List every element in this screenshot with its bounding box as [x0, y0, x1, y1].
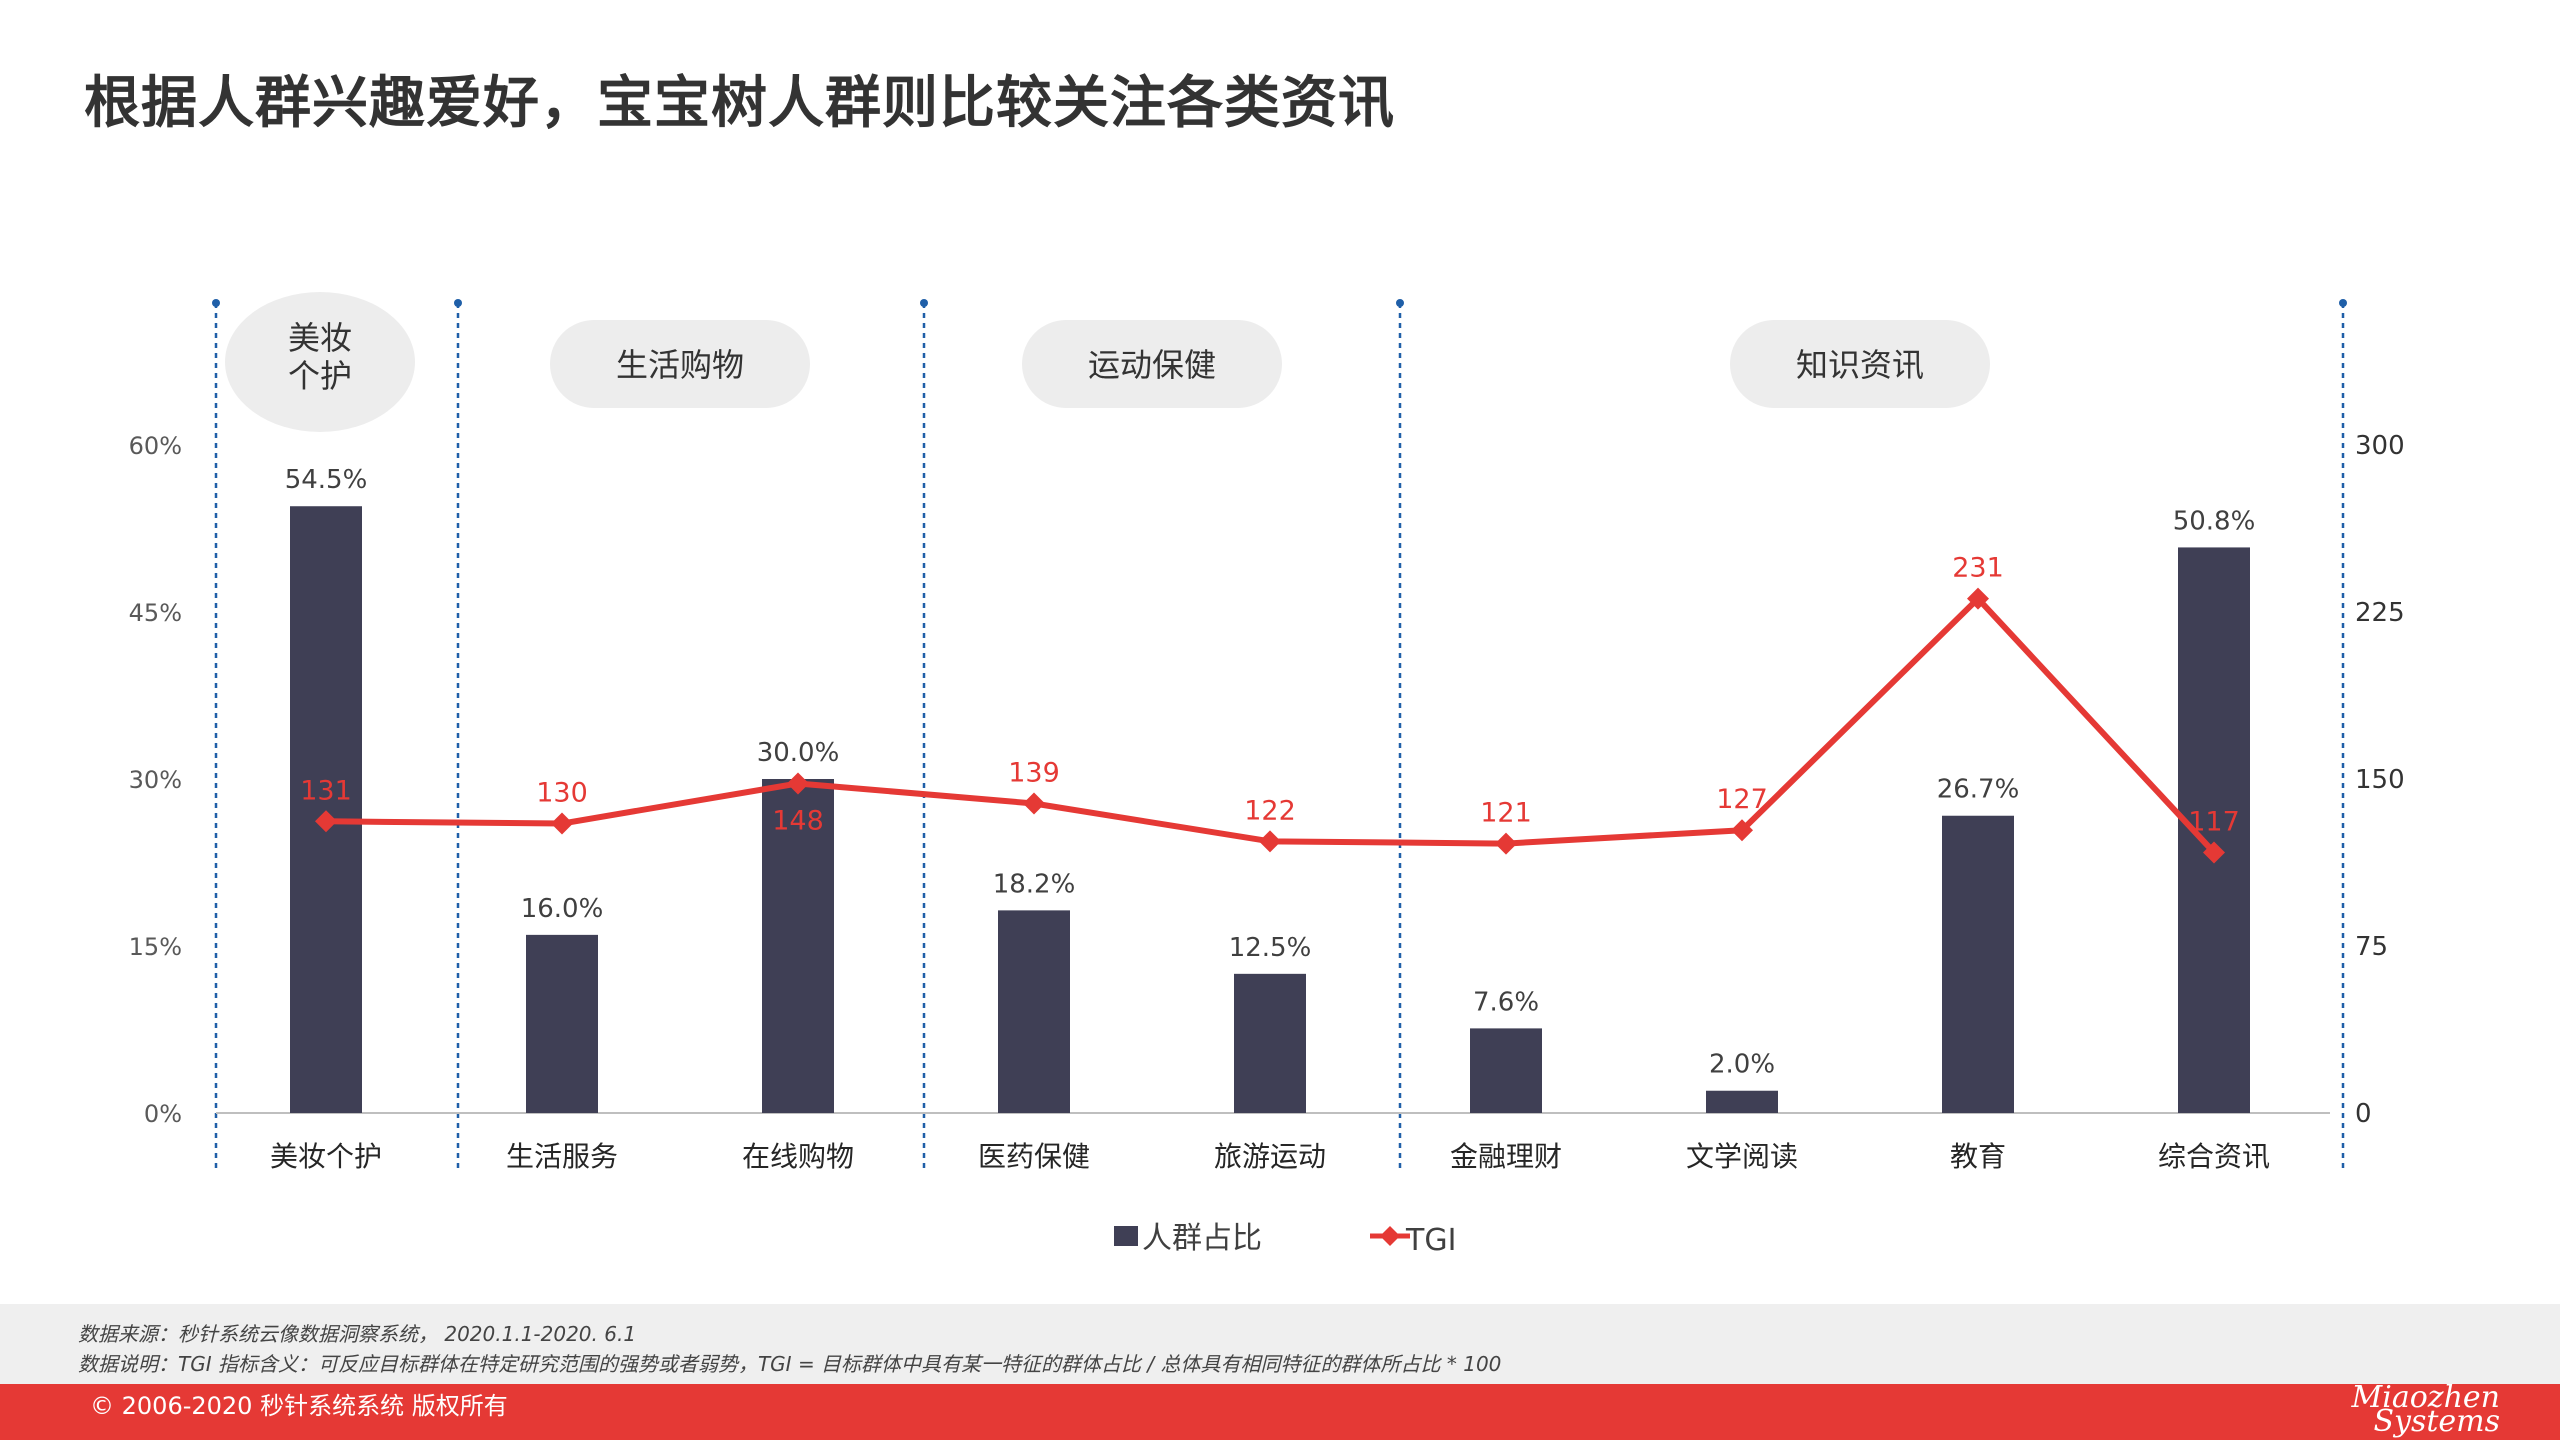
tgi-point	[551, 812, 573, 835]
legend-line-marker	[1380, 1226, 1400, 1246]
y-right-tick-label: 225	[2355, 598, 2405, 628]
data-source-text: 数据来源：秒针系统云像数据洞察系统， 2020.1.1-2020. 6.1	[78, 1322, 637, 1346]
group-label: 美妆	[288, 319, 352, 357]
y-left-tick-label: 30%	[129, 766, 182, 794]
y-right-tick-label: 150	[2355, 765, 2405, 795]
footer-bar	[0, 1384, 2560, 1440]
x-tick-label: 生活服务	[506, 1140, 618, 1173]
copyright-text: © 2006-2020 秒针系统系统 版权所有	[90, 1392, 508, 1420]
bar	[290, 506, 362, 1113]
bar	[526, 934, 598, 1113]
group-label: 知识资讯	[1796, 346, 1924, 384]
bar	[1942, 815, 2014, 1113]
tgi-data-label: 130	[536, 778, 588, 809]
bar	[762, 779, 834, 1113]
x-tick-label: 美妆个护	[270, 1140, 382, 1173]
bar	[998, 910, 1070, 1113]
x-tick-label: 旅游运动	[1214, 1140, 1326, 1173]
bar	[1234, 973, 1306, 1113]
y-left-tick-label: 45%	[129, 599, 182, 627]
tgi-point	[1023, 792, 1045, 815]
group-pill	[1022, 320, 1282, 408]
tgi-data-label: 127	[1716, 784, 1768, 815]
legend-bar-swatch	[1114, 1226, 1138, 1246]
brand-line-2: Systems	[2373, 1404, 2500, 1439]
group-pill	[550, 320, 810, 408]
group-divider-dot	[212, 299, 220, 307]
y-left-tick-label: 60%	[129, 432, 182, 460]
bar-data-label: 2.0%	[1709, 1050, 1775, 1080]
bar-data-label: 7.6%	[1473, 987, 1539, 1017]
x-tick-label: 综合资讯	[2158, 1140, 2270, 1173]
x-tick-label: 医药保健	[978, 1140, 1090, 1173]
y-left-tick-label: 15%	[129, 933, 182, 961]
legend-line-label: TGI	[1405, 1223, 1456, 1258]
group-divider-dot	[920, 299, 928, 307]
tgi-point	[2203, 841, 2225, 864]
x-tick-label: 在线购物	[742, 1140, 854, 1173]
tgi-point	[787, 772, 809, 795]
tgi-data-label: 231	[1952, 553, 2004, 584]
bar-data-label: 30.0%	[757, 738, 840, 768]
x-tick-label: 文学阅读	[1686, 1140, 1798, 1173]
tgi-point	[1495, 832, 1517, 855]
tgi-data-label: 148	[772, 805, 824, 836]
x-tick-label: 教育	[1950, 1140, 2006, 1173]
bar-data-label: 18.2%	[993, 869, 1076, 899]
bar-data-label: 26.7%	[1937, 775, 2020, 805]
group-pill	[1730, 320, 1990, 408]
data-note-text: 数据说明：TGI 指标含义：可反应目标群体在特定研究范围的强势或者弱势，TGI …	[78, 1352, 1502, 1376]
tgi-data-label: 131	[300, 775, 352, 806]
tgi-point	[1731, 819, 1753, 842]
tgi-point	[1259, 830, 1281, 853]
y-right-tick-label: 75	[2355, 932, 2388, 962]
tgi-data-label: 121	[1480, 798, 1532, 829]
group-label: 个护	[288, 357, 352, 395]
bar	[1470, 1028, 1542, 1113]
group-label: 生活购物	[616, 346, 744, 384]
y-right-tick-label: 300	[2355, 431, 2405, 461]
legend-bar-label: 人群占比	[1142, 1221, 1262, 1256]
bar-data-label: 50.8%	[2173, 506, 2256, 536]
tgi-point	[1967, 587, 1989, 610]
y-left-tick-label: 0%	[144, 1100, 182, 1128]
tgi-data-label: 139	[1008, 757, 1060, 788]
bar-data-label: 54.5%	[285, 465, 368, 495]
y-right-tick-label: 0	[2355, 1099, 2372, 1129]
tgi-data-label: 122	[1244, 795, 1296, 826]
x-tick-label: 金融理财	[1450, 1140, 1562, 1173]
brand-logo: Miaozhen Systems	[2351, 1380, 2500, 1439]
bar-data-label: 16.0%	[521, 894, 604, 924]
bar	[1706, 1090, 1778, 1113]
bar-data-label: 12.5%	[1229, 933, 1312, 963]
tgi-point	[315, 810, 337, 833]
bar-line-chart: 美妆个护 生活购物 运动保健 知识资讯 0% 15% 30% 45% 60% 0 75 150 225 3…	[129, 292, 2405, 1258]
group-divider-dot	[2339, 299, 2347, 307]
group-label: 运动保健	[1088, 346, 1216, 384]
page-title: 根据人群兴趣爱好，宝宝树人群则比较关注各类资讯	[84, 71, 1395, 136]
tgi-data-label: 117	[2188, 806, 2240, 837]
brand-line-1: Miaozhen	[2351, 1380, 2500, 1415]
source-panel: 数据来源：秒针系统云像数据洞察系统， 2020.1.1-2020. 6.1 数据…	[0, 1304, 2560, 1384]
group-pill	[225, 292, 415, 432]
group-divider-dot	[1396, 299, 1404, 307]
group-divider-dot	[454, 299, 462, 307]
